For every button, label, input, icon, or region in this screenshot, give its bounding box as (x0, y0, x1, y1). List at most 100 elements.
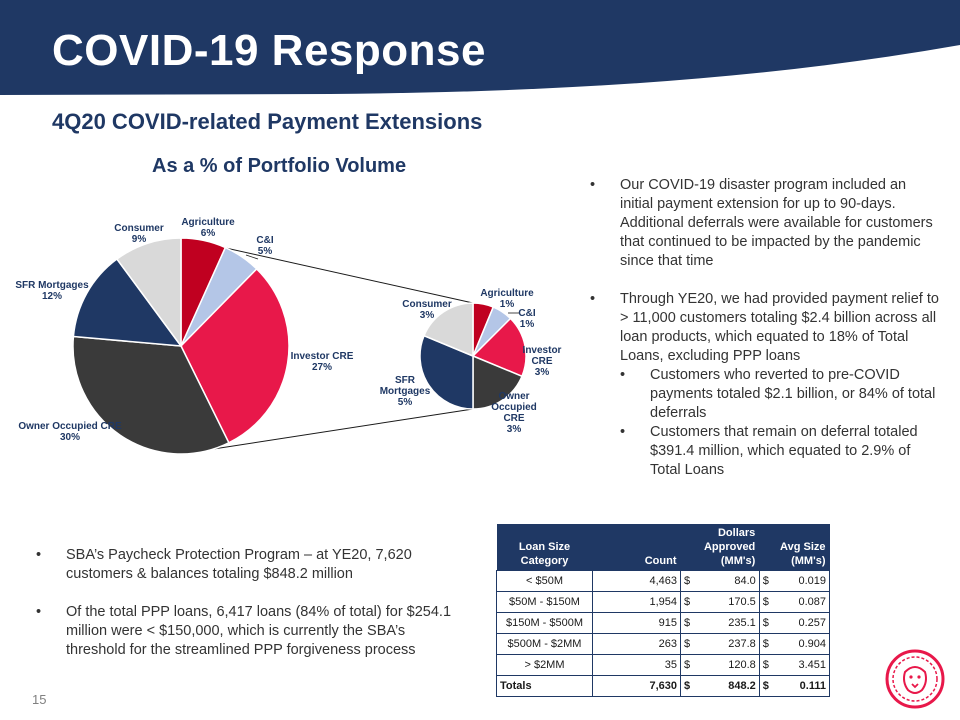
cell-dollars: 84.0 (697, 570, 760, 592)
header-line: (MM's) (791, 555, 826, 567)
cell-dollars: 237.8 (697, 633, 760, 655)
cell-avg: 0.904 (775, 633, 830, 655)
bullet-glyph: • (590, 291, 596, 307)
pie-of-pie-chart: Agriculture 6% C&I 5% Investor CRE 27% Owner O… (0, 185, 580, 490)
cell-currency: $ (680, 675, 697, 697)
main-label-candi: C&I 5% (256, 235, 273, 257)
cell-avg: 3.451 (775, 654, 830, 676)
cell-count: 915 (592, 612, 681, 634)
header-line: Count (644, 555, 677, 567)
right-bullet-list: • Our COVID-19 disaster program included… (590, 176, 940, 499)
left-bullet-list: • SBA’s Paycheck Protection Program – at… (36, 546, 456, 679)
bullet-text: Of the total PPP loans, 6,417 loans (84%… (66, 604, 452, 658)
main-label-sfr-mortgages: SFR Mortgages 12% (15, 280, 89, 302)
header-avg-size: Avg Size (MM's) (759, 524, 830, 571)
page-number: 15 (32, 692, 47, 707)
connector-line-bottom (180, 408, 474, 455)
cell-currency: $ (680, 591, 697, 613)
section-subtitle: 4Q20 COVID-related Payment Extensions (52, 109, 483, 134)
header-banner (0, 0, 960, 100)
header-line: Dollars (717, 527, 756, 539)
main-slice-consumer (115, 237, 182, 349)
cell-currency: $ (680, 612, 697, 634)
cell-avg: 0.257 (775, 612, 830, 634)
cell-count: 35 (592, 654, 681, 676)
header-dollars-approved: Dollars Approved (MM's) (680, 524, 760, 571)
cell-category: $50M - $150M (496, 591, 593, 613)
cell-currency: $ (758, 675, 776, 697)
cell-category: < $50M (496, 570, 593, 592)
chart-title: As a % of Portfolio Volume (152, 155, 407, 177)
sub-slice-sfr-mortgages (419, 334, 474, 410)
sub-label-candi: C&I 1% (518, 308, 535, 330)
sub-label-consumer: Consumer 3% (402, 299, 452, 321)
cell-currency: $ (758, 570, 776, 592)
table-row: > $2MM 35 $ 120.8 $ 3.451 (496, 654, 830, 676)
main-slice-sfr-mortgages (72, 258, 183, 347)
main-label-agriculture: Agriculture 6% (181, 217, 235, 239)
bullet-glyph: • (36, 604, 42, 620)
header-line: Avg Size (780, 541, 826, 553)
cell-category: $150M - $500M (496, 612, 593, 634)
sub-slice-investor-cre (471, 317, 527, 378)
bullet-item: • Of the total PPP loans, 6,417 loans (8… (36, 603, 456, 660)
main-leader-line (245, 254, 259, 260)
bullet-text: Through YE20, we had provided payment re… (620, 291, 939, 364)
ppp-loan-size-table: Loan Size Category Count Dollars Approve… (496, 524, 830, 697)
cell-category: $500M - $2MM (496, 633, 593, 655)
page-title: COVID-19 Response (52, 26, 486, 75)
cell-currency: $ (758, 654, 776, 676)
header-line: (MM's) (720, 555, 756, 567)
table-row: $500M - $2MM 263 $ 237.8 $ 0.904 (496, 633, 830, 655)
cell-avg: 0.087 (775, 591, 830, 613)
bullet-item: • Our COVID-19 disaster program included… (590, 176, 940, 271)
header-line: Approved (703, 541, 756, 553)
bullet-glyph: • (620, 424, 626, 440)
cell-count: 4,463 (592, 570, 681, 592)
cell-currency: $ (758, 633, 776, 655)
cell-count: 7,630 (592, 675, 681, 697)
bullet-glyph: • (590, 177, 596, 193)
bullet-glyph: • (620, 367, 626, 383)
main-label-investor-cre: Investor CRE 27% (291, 351, 354, 373)
cell-avg: 0.111 (775, 675, 830, 697)
header-line: Loan Size (518, 541, 571, 553)
cell-category: Totals (496, 675, 593, 697)
table-total-row: Totals 7,630 $ 848.2 $ 0.111 (496, 675, 830, 697)
cell-count: 1,954 (592, 591, 681, 613)
main-slice-owner-occupied-cre (72, 335, 230, 455)
cell-currency: $ (680, 633, 697, 655)
lion-head-logo-icon (884, 648, 946, 715)
header-count: Count (592, 524, 681, 571)
cell-dollars: 235.1 (697, 612, 760, 634)
cell-count: 263 (592, 633, 681, 655)
bullet-item: • SBA’s Paycheck Protection Program – at… (36, 546, 456, 584)
cell-dollars: 170.5 (697, 591, 760, 613)
table-row: $150M - $500M 915 $ 235.1 $ 0.257 (496, 612, 830, 634)
sub-label-agriculture: Agriculture 1% (480, 288, 534, 310)
table-header-row: Loan Size Category Count Dollars Approve… (496, 524, 830, 571)
cell-currency: $ (758, 612, 776, 634)
main-label-owner-occupied-cre: Owner Occupied CRE 30% (18, 421, 122, 443)
bullet-text: Our COVID-19 disaster program included a… (620, 177, 933, 269)
header-loan-size-category: Loan Size Category (496, 524, 593, 571)
table-row: < $50M 4,463 $ 84.0 $ 0.019 (496, 570, 830, 592)
sub-bullet-text: Customers that remain on deferral totale… (650, 424, 918, 478)
sub-label-sfr-mortgages: SFR Mortgages 5% (380, 375, 431, 408)
table-row: $50M - $150M 1,954 $ 170.5 $ 0.087 (496, 591, 830, 613)
sub-label-investor-cre: Investor CRE 3% (523, 345, 562, 378)
cell-dollars: 120.8 (697, 654, 760, 676)
bullet-item: • Through YE20, we had provided payment … (590, 290, 940, 480)
sub-label-owner-occupied-cre: Owner Occupied CRE 3% (491, 391, 537, 435)
sub-bullet-text: Customers who reverted to pre-COVID paym… (650, 367, 936, 421)
bullet-glyph: • (36, 547, 42, 563)
cell-dollars: 848.2 (697, 675, 760, 697)
cell-currency: $ (680, 654, 697, 676)
cell-currency: $ (680, 570, 697, 592)
main-label-consumer: Consumer 9% (114, 223, 164, 245)
sub-slice-owner-occupied-cre (472, 354, 523, 410)
cell-currency: $ (758, 591, 776, 613)
sub-bullet-item: • Customers who reverted to pre-COVID pa… (620, 366, 940, 423)
cell-avg: 0.019 (775, 570, 830, 592)
sub-bullet-item: • Customers that remain on deferral tota… (620, 423, 940, 480)
